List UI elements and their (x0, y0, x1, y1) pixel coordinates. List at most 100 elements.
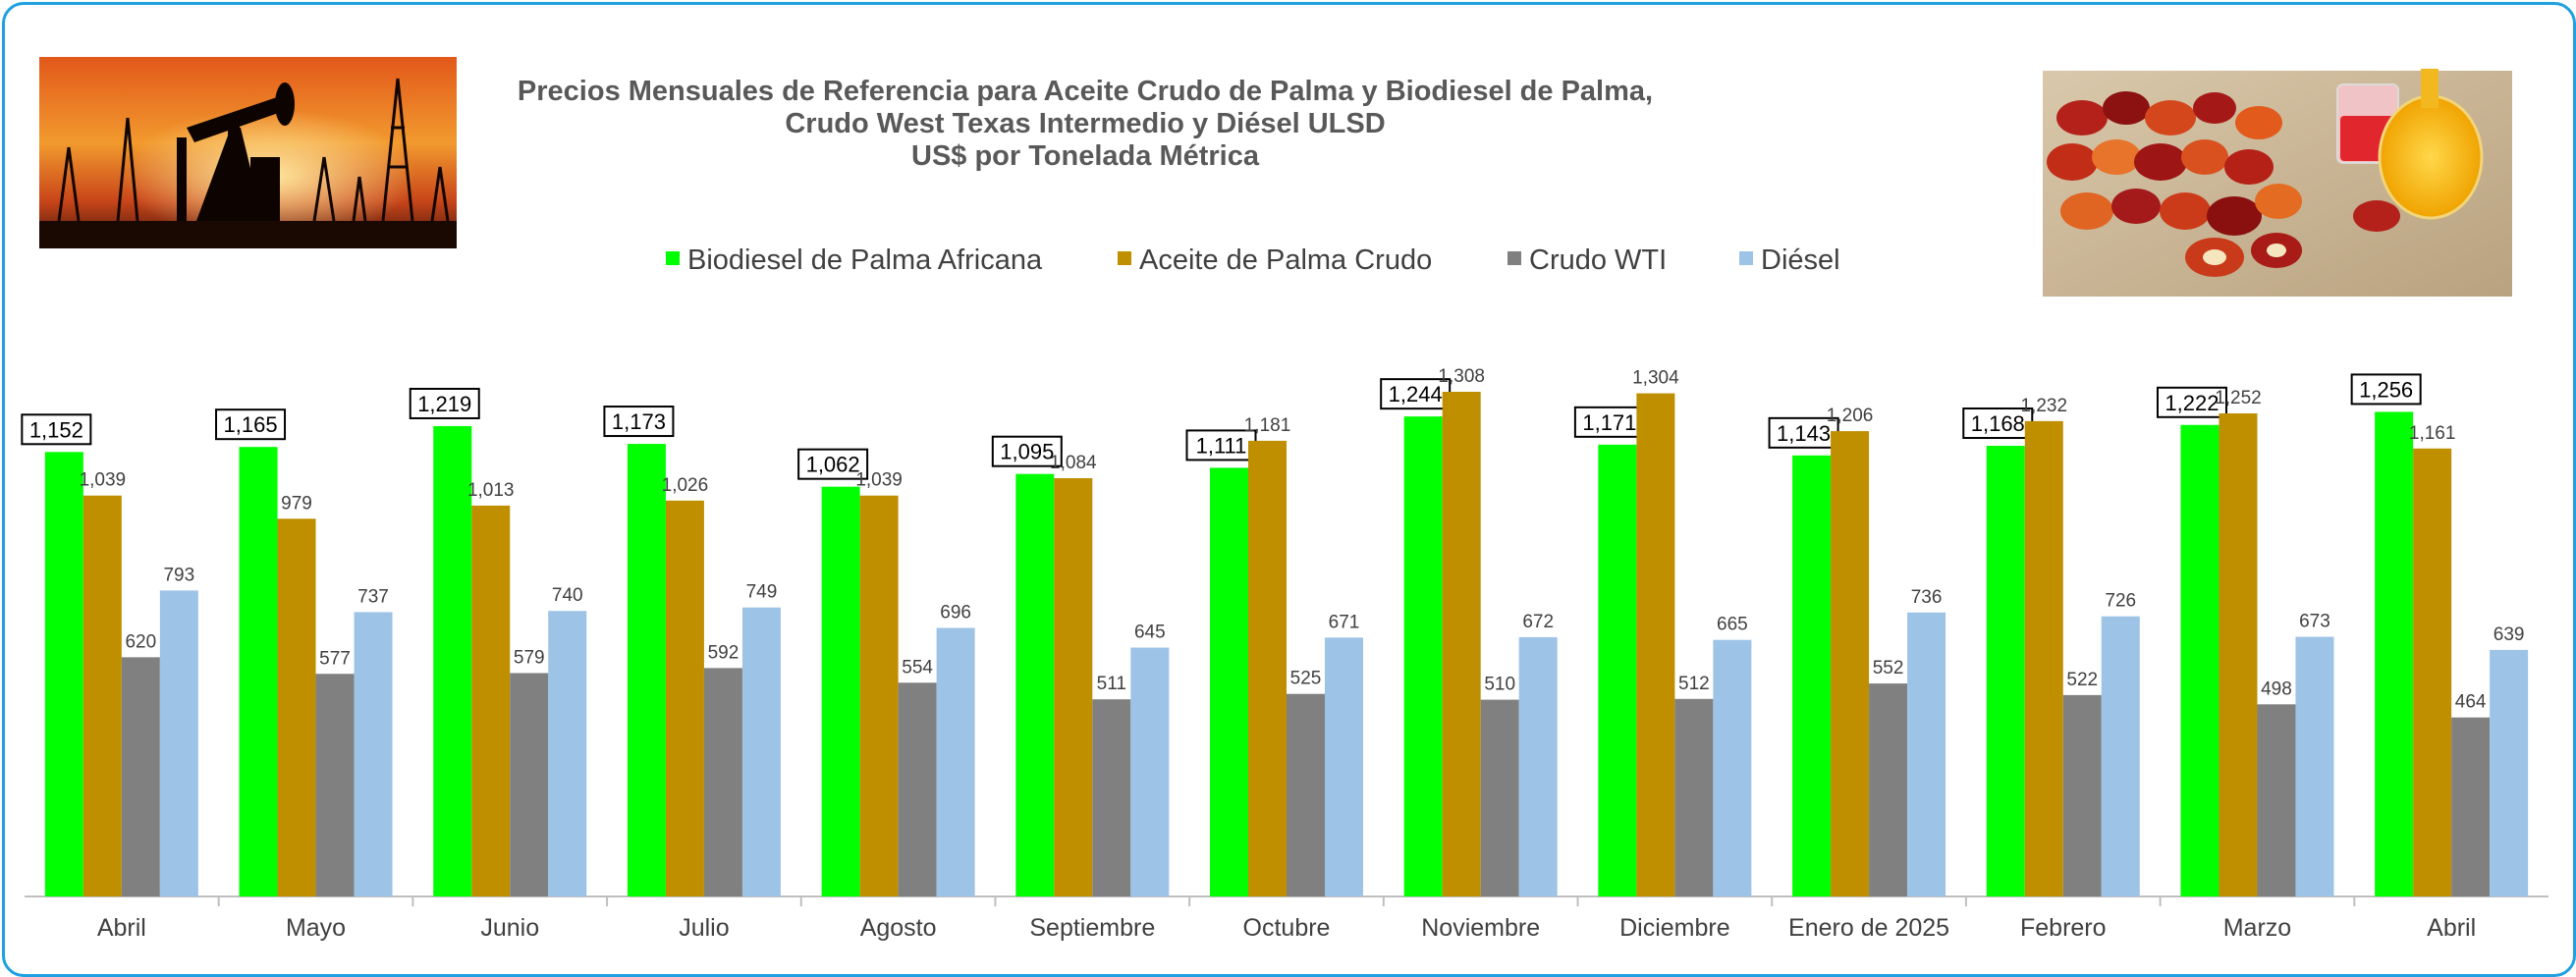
data-label-box (1768, 416, 1839, 449)
data-label-biodiesel: 1,168 (1971, 411, 2025, 436)
bar-biodiesel (239, 447, 278, 896)
bar-palma (471, 505, 511, 896)
data-label-wti: 577 (319, 648, 351, 669)
bar-palma (1054, 478, 1093, 896)
category-label: Marzo (2223, 914, 2291, 942)
data-label-wti: 525 (1290, 669, 1322, 689)
legend-label-wti: Crudo WTI (1529, 244, 1667, 276)
legend: Biodiesel de Palma Africana Aceite de Pa… (666, 244, 1840, 276)
data-label-wti: 554 (902, 657, 933, 678)
data-label-palma: 1,039 (80, 470, 127, 491)
data-label-diesel: 726 (2105, 591, 2136, 612)
bar-diesel (1325, 637, 1363, 896)
data-label-wti: 510 (1484, 675, 1515, 695)
data-label-box (409, 387, 480, 419)
data-label-palma: 1,206 (1827, 406, 1874, 426)
bar-biodiesel (627, 444, 666, 896)
data-label-diesel: 793 (163, 565, 194, 585)
bar-palma (1442, 392, 1481, 896)
data-label-wti: 552 (1873, 658, 1904, 678)
data-label-diesel: 736 (1911, 587, 1943, 608)
data-label-box (1380, 378, 1452, 410)
data-label-biodiesel: 1,256 (2359, 377, 2413, 402)
data-label-box (2350, 373, 2422, 406)
category-label: Mayo (286, 914, 346, 942)
data-label-biodiesel: 1,244 (1389, 382, 1443, 407)
data-label-diesel: 639 (2494, 624, 2525, 645)
data-label-diesel: 749 (746, 582, 778, 603)
data-label-box (215, 408, 287, 441)
data-label-box (1962, 407, 2034, 440)
bar-diesel (354, 612, 393, 896)
bar-palma (1248, 440, 1287, 896)
bar-biodiesel (1210, 467, 1248, 896)
bar-palma (2219, 413, 2258, 896)
data-label-palma: 1,252 (2215, 388, 2262, 408)
bar-biodiesel (1015, 473, 1055, 896)
legend-label-diesel: Diésel (1761, 244, 1840, 276)
bar-palma (82, 495, 122, 896)
data-label-biodiesel: 1,095 (1000, 440, 1054, 464)
bar-diesel (548, 611, 587, 896)
data-label-wti: 592 (708, 642, 740, 663)
bar-wti (121, 657, 160, 896)
category-label: Octubre (1243, 914, 1331, 942)
bar-diesel (2490, 649, 2529, 896)
bar-wti (510, 673, 549, 896)
category-label: Agosto (860, 914, 937, 942)
data-label-wti: 620 (125, 631, 156, 652)
bar-palma (665, 500, 704, 896)
data-label-wti: 498 (2261, 678, 2292, 699)
bar-wti (1869, 683, 1908, 896)
data-label-box (1185, 429, 1257, 461)
bar-wti (1092, 699, 1131, 896)
data-label-palma: 1,232 (2020, 396, 2067, 416)
bar-biodiesel (1598, 444, 1637, 896)
bar-biodiesel (2375, 411, 2414, 896)
bar-wti (2257, 704, 2296, 896)
data-label-palma: 1,304 (1632, 368, 1679, 389)
data-label-biodiesel: 1,219 (417, 392, 471, 416)
data-label-diesel: 671 (1329, 612, 1360, 632)
category-label: Enero de 2025 (1788, 914, 1949, 942)
data-label-diesel: 673 (2299, 612, 2330, 632)
bar-diesel (1130, 647, 1170, 896)
chart-subtitle: Crudo West Texas Intermedio y Diésel ULS… (785, 108, 1385, 139)
data-label-wti: 511 (1097, 674, 1126, 694)
data-label-diesel: 696 (940, 602, 971, 623)
data-label-diesel: 672 (1522, 612, 1554, 632)
data-label-biodiesel: 1,152 (29, 417, 83, 442)
bar-palma (1636, 393, 1675, 896)
data-label-palma: 1,039 (855, 470, 903, 491)
bar-palma (1831, 431, 1870, 896)
data-label-box (21, 413, 92, 446)
bar-diesel (2295, 636, 2334, 896)
bar-wti (898, 682, 937, 896)
bar-wti (315, 674, 355, 896)
data-label-biodiesel: 1,222 (2165, 391, 2219, 415)
data-label-diesel: 740 (552, 585, 583, 606)
bar-palma (2413, 448, 2452, 896)
bar-biodiesel (44, 452, 83, 896)
data-label-box (1573, 406, 1645, 438)
data-label-wti: 464 (2455, 692, 2487, 713)
data-label-palma: 1,084 (1050, 453, 1097, 473)
legend-swatch-palma (1118, 251, 1131, 265)
data-label-biodiesel: 1,062 (806, 453, 860, 477)
bar-wti (1674, 698, 1714, 896)
legend-swatch-diesel (1739, 251, 1753, 265)
bar-diesel (1518, 636, 1558, 896)
bar-wti (1287, 693, 1325, 896)
bar-wti (703, 668, 742, 896)
data-label-biodiesel: 1,173 (612, 409, 666, 434)
bar-diesel (741, 607, 781, 896)
bar-diesel (1907, 612, 1946, 896)
data-label-palma: 1,181 (1244, 415, 1291, 436)
data-label-wti: 512 (1678, 674, 1710, 694)
category-label: Abril (97, 914, 146, 942)
data-label-palma: 1,308 (1438, 366, 1485, 387)
bar-palma (277, 518, 316, 896)
category-label: Noviembre (1421, 914, 1540, 942)
data-label-biodiesel: 1,111 (1196, 433, 1247, 458)
bar-diesel (159, 590, 198, 896)
